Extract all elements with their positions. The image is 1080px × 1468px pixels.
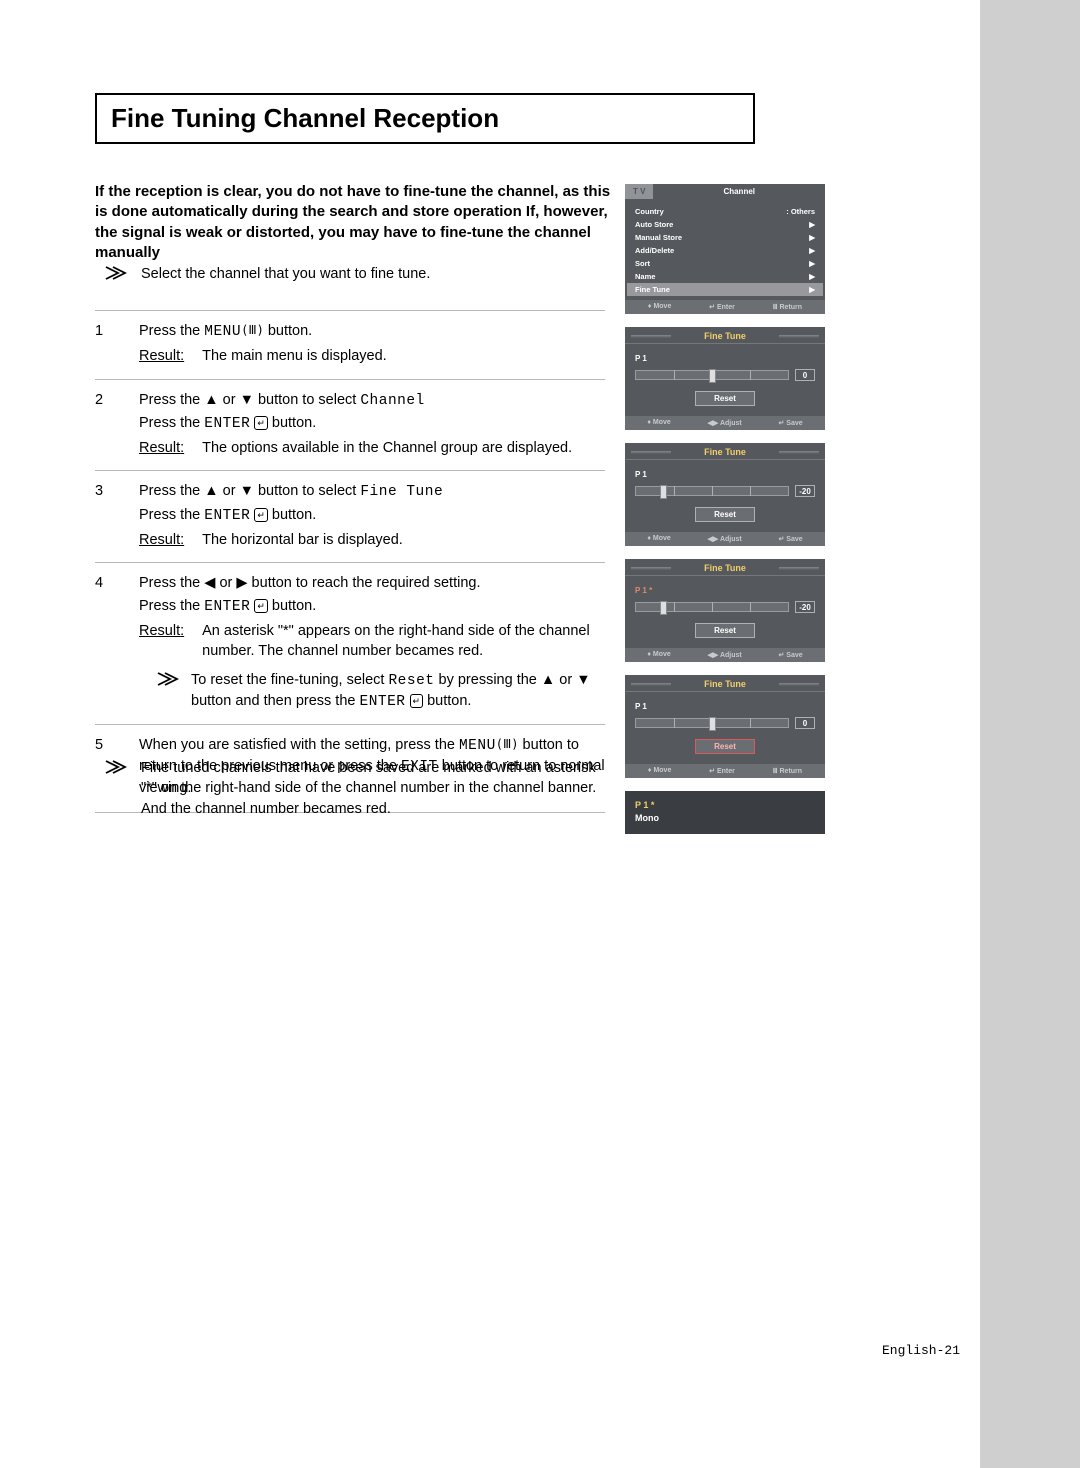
osd-footer: ♦ Move ◀▶ Adjust ↵ Save: [625, 416, 825, 430]
osd-footer: ♦ Move ◀▶ Adjust ↵ Save: [625, 532, 825, 546]
osd-reset-button: Reset: [695, 507, 755, 522]
chevron-icon: [105, 266, 129, 280]
step-text: Press the MENU (Ⅲ) button.: [139, 321, 605, 342]
osd-channel-label: P 1: [635, 470, 815, 479]
enter-icon: ↵: [254, 508, 268, 523]
result: Result: The options available in the Cha…: [139, 438, 605, 458]
osd-menu-row: Add/Delete▶: [635, 244, 815, 257]
osd-finetune-3: Fine Tune P 1 * -20 Reset ♦ Move ◀▶ Adju…: [625, 559, 825, 662]
osd-ft-title: Fine Tune: [625, 559, 825, 576]
step-text: Press the ◀ or ▶ button to reach the req…: [139, 573, 605, 593]
chevron-icon: [157, 672, 181, 686]
osd-finetune-4: Fine Tune P 1 0 Reset ♦ Move ↵ Enter Ⅲ R…: [625, 675, 825, 778]
page-title-box: Fine Tuning Channel Reception: [95, 93, 755, 144]
osd-footer: ♦ Move ↵ Enter Ⅲ Return: [625, 764, 825, 778]
pre-note-text: Select the channel that you want to fine…: [141, 264, 430, 284]
osd-value: -20: [795, 601, 815, 613]
menu-icon: (Ⅲ): [496, 736, 519, 753]
result: Result: The main menu is displayed.: [139, 346, 605, 366]
step-text: Press the ENTER ↵ button.: [139, 596, 605, 617]
step-3: 3 Press the ▲ or ▼ button to select Fine…: [95, 470, 605, 562]
result: Result: The horizontal bar is displayed.: [139, 530, 605, 550]
enter-icon: ↵: [254, 599, 268, 614]
menu-icon: (Ⅲ): [241, 322, 264, 339]
page-margin-bar: [980, 0, 1080, 1468]
step-4: 4 Press the ◀ or ▶ button to reach the r…: [95, 562, 605, 724]
step-num: 1: [95, 321, 111, 367]
osd-ft-title: Fine Tune: [625, 327, 825, 344]
osd-slider: [635, 486, 789, 496]
osd-title: Channel: [653, 184, 825, 199]
step-1: 1 Press the MENU (Ⅲ) button. Result: The…: [95, 310, 605, 379]
osd-tv-tab: T V: [625, 184, 653, 199]
osd-slider: [635, 370, 789, 380]
step-num: 3: [95, 481, 111, 550]
steps-list: 1 Press the MENU (Ⅲ) button. Result: The…: [95, 310, 605, 813]
osd-menu-row: Sort▶: [635, 257, 815, 270]
osd-ft-title: Fine Tune: [625, 675, 825, 692]
step-subnote: To reset the fine-tuning, select Reset b…: [157, 670, 605, 713]
osd-menu-row-highlight: Fine Tune▶: [627, 283, 823, 296]
page-title: Fine Tuning Channel Reception: [111, 103, 739, 134]
post-note: Fine tuned channels that have been saved…: [105, 758, 615, 819]
post-note-text: Fine tuned channels that have been saved…: [141, 758, 615, 819]
step-num: 2: [95, 390, 111, 459]
osd-ft-title: Fine Tune: [625, 443, 825, 460]
step-text: Press the ▲ or ▼ button to select Channe…: [139, 390, 605, 411]
osd-menu-row: Name▶: [635, 270, 815, 283]
osd-channel-menu: T V Channel Country: OthersAuto Store▶Ma…: [625, 184, 825, 314]
osd-footer: ♦ Move ◀▶ Adjust ↵ Save: [625, 648, 825, 662]
enter-icon: ↵: [254, 416, 268, 431]
step-num: 4: [95, 573, 111, 712]
osd-channel-banner: P 1 * Mono: [625, 791, 825, 834]
osd-channel-label: P 1: [635, 354, 815, 363]
osd-value: -20: [795, 485, 815, 497]
osd-finetune-1: Fine Tune P 1 0 Reset ♦ Move ◀▶ Adjust ↵…: [625, 327, 825, 430]
osd-reset-button-highlight: Reset: [695, 739, 755, 754]
osd-footer: ♦ Move ↵ Enter Ⅲ Return: [625, 300, 825, 314]
banner-channel: P 1 *: [635, 799, 815, 812]
osd-menu-row: Manual Store▶: [635, 231, 815, 244]
chevron-icon: [105, 760, 129, 774]
osd-slider: [635, 602, 789, 612]
osd-channel-label: P 1 *: [635, 586, 815, 595]
banner-sound: Mono: [635, 812, 815, 825]
osd-slider: [635, 718, 789, 728]
intro-text: If the reception is clear, you do not ha…: [95, 182, 615, 263]
osd-finetune-2: Fine Tune P 1 -20 Reset ♦ Move ◀▶ Adjust…: [625, 443, 825, 546]
osd-channel-label: P 1: [635, 702, 815, 711]
osd-value: 0: [795, 717, 815, 729]
step-text: Press the ENTER ↵ button.: [139, 505, 605, 526]
osd-reset-button: Reset: [695, 391, 755, 406]
step-text: Press the ENTER ↵ button.: [139, 413, 605, 434]
step-text: Press the ▲ or ▼ button to select Fine T…: [139, 481, 605, 502]
osd-menu-row: Auto Store▶: [635, 218, 815, 231]
enter-icon: ↵: [410, 694, 424, 709]
result: Result: An asterisk "*" appears on the r…: [139, 621, 605, 662]
osd-stack: T V Channel Country: OthersAuto Store▶Ma…: [625, 184, 825, 834]
osd-value: 0: [795, 369, 815, 381]
page-number: English-21: [882, 1343, 960, 1358]
osd-menu-row: Country: Others: [635, 205, 815, 218]
pre-note: Select the channel that you want to fine…: [105, 264, 615, 284]
step-2: 2 Press the ▲ or ▼ button to select Chan…: [95, 379, 605, 471]
osd-reset-button: Reset: [695, 623, 755, 638]
